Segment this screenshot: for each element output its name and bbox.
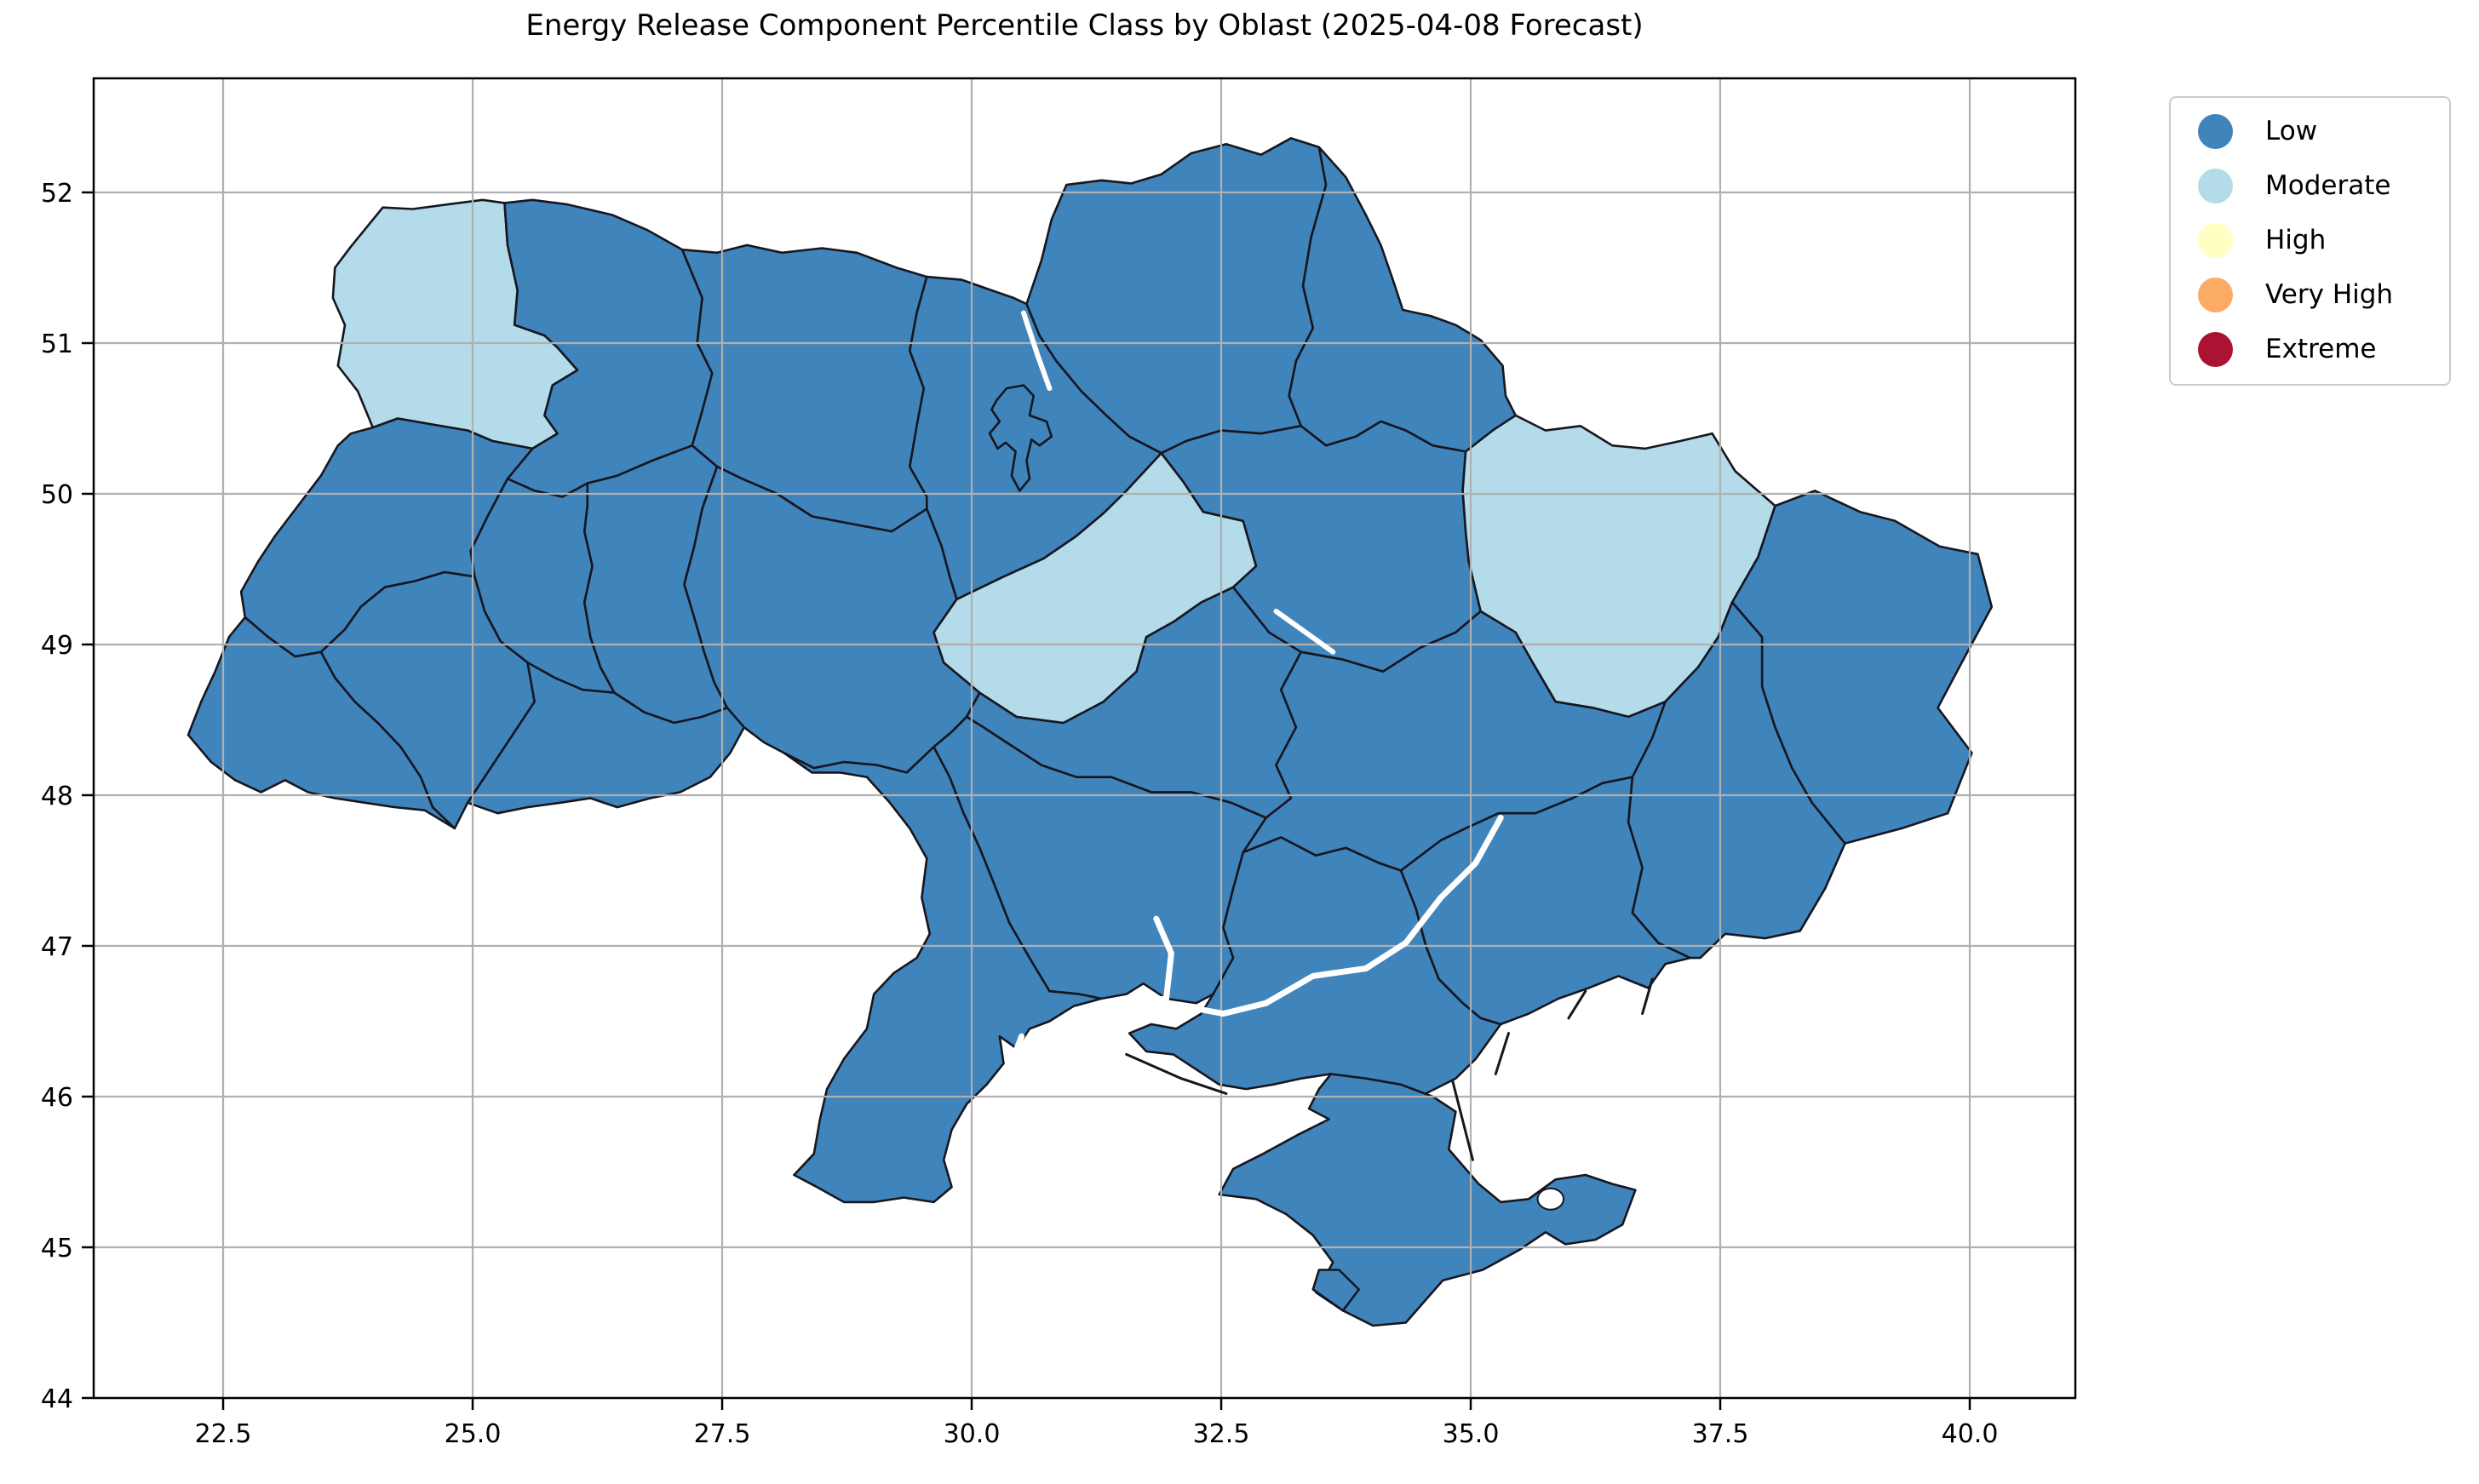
legend-label: High [2265,225,2327,255]
plot-frame [92,77,2077,1400]
y-tick-label: 51 [41,329,73,359]
legend-swatch-very-high-icon [2198,277,2233,312]
x-tick-label: 32.5 [1193,1419,1250,1449]
legend-item-extreme: Extreme [2186,328,2434,370]
legend-label: Extreme [2265,334,2377,364]
y-tick-label: 45 [41,1234,73,1263]
legend: Low Moderate High Very High Extreme [2169,96,2451,386]
x-tick-label: 35.0 [1443,1419,1500,1449]
region-luhansk [1730,490,1994,845]
legend-swatch-high-icon [2198,222,2233,258]
y-tick-label: 52 [41,179,73,209]
legend-swatch-low-icon [2198,113,2233,149]
region-kyiv-city [988,384,1053,492]
aktash-lake [1536,1187,1565,1211]
legend-swatch-moderate-icon [2198,168,2233,203]
x-tick-label: 37.5 [1692,1419,1749,1449]
legend-item-high: High [2186,219,2434,261]
region-sevastopol [1311,1269,1360,1312]
chart-title: Energy Release Component Percentile Clas… [525,9,1644,43]
y-tick-label: 44 [41,1384,73,1414]
kyiv-reservoir [1021,310,1053,392]
x-tick-label: 27.5 [694,1419,751,1449]
kakhovka-dnieper-channel [1196,815,1504,1017]
fedotova-spit [1494,1032,1510,1075]
buh-estuary [1126,915,1174,1006]
dniester-estuary [998,1033,1025,1092]
legend-swatch-extreme-icon [2198,331,2233,367]
y-tick-label: 50 [41,480,73,510]
kremenchuk-reservoir [1273,609,1336,655]
plot-area: 22.5 25.0 27.5 30.0 32.5 35.0 37.5 40.0 44 45 46 47… [41,77,2077,1449]
region-crimea [1218,1073,1637,1327]
x-tick-label: 30.0 [944,1419,1001,1449]
tendra-spit [1125,1052,1228,1095]
legend-label: Very High [2265,279,2394,310]
arabat-spit [1451,1080,1474,1161]
x-tick-label: 25.0 [445,1419,502,1449]
region-chernivtsi [466,661,746,815]
legend-label: Low [2265,116,2318,146]
legend-item-moderate: Moderate [2186,164,2434,207]
x-tick-label: 40.0 [1942,1419,1999,1449]
y-tick-label: 46 [41,1083,73,1113]
legend-label: Moderate [2265,170,2391,201]
y-tick-label: 48 [41,782,73,811]
y-tick-label: 47 [41,932,73,962]
berdiansk-spit [1641,977,1654,1016]
x-tick-label: 22.5 [195,1419,252,1449]
legend-item-very-high: Very High [2186,273,2434,316]
obytichna-spit [1567,989,1587,1020]
legend-item-low: Low [2186,110,2434,152]
y-tick-label: 49 [41,631,73,661]
